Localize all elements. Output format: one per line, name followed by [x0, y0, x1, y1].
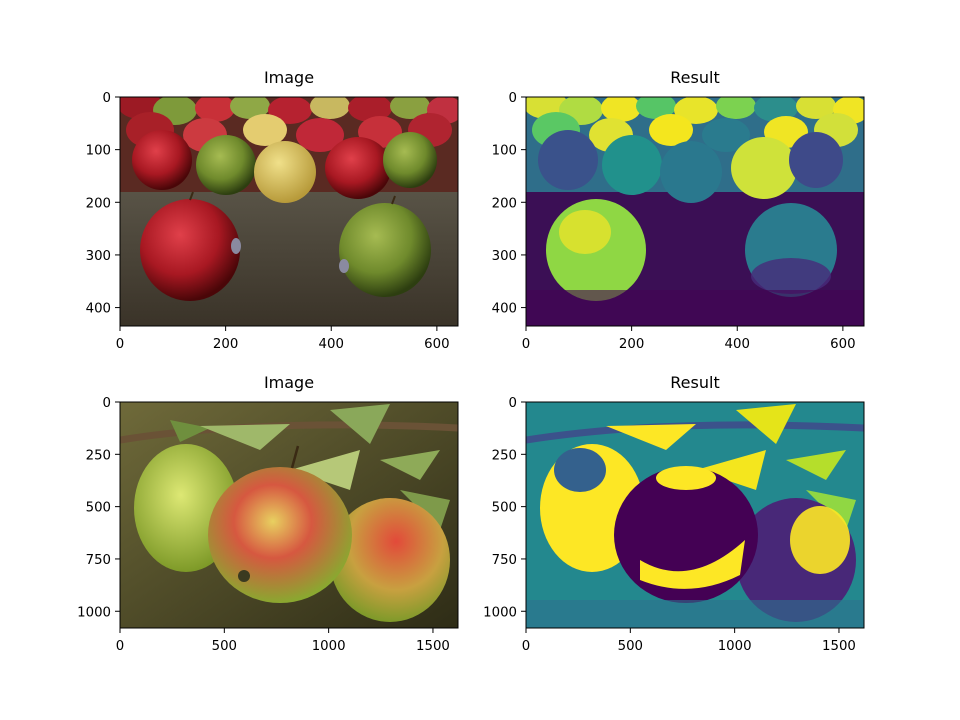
y-tick-label: 0	[509, 396, 517, 411]
x-tick-label: 0	[522, 639, 530, 654]
x-tick-label: 1000	[312, 639, 346, 654]
y-tick-label: 100	[86, 144, 111, 159]
y-tick-label: 300	[86, 249, 111, 264]
y-tick-label: 500	[492, 501, 517, 516]
x-tick-label: 0	[116, 639, 124, 654]
x-tick-label: 400	[319, 337, 344, 352]
x-tick-label: 600	[424, 337, 449, 352]
axes-frame	[525, 401, 865, 629]
axes-3: 0 500 1000 1500 0 250 500 750 1000 Image	[77, 373, 459, 654]
y-tick-label: 400	[86, 302, 111, 317]
x-tick-label: 600	[830, 337, 855, 352]
y-tick-label: 500	[86, 501, 111, 516]
axes-4: 0 500 1000 1500 0 250 500 750 1000 Result	[483, 373, 865, 654]
y-tick-label: 200	[492, 196, 517, 211]
image-panel-4	[526, 402, 864, 628]
y-tick-label: 250	[492, 448, 517, 463]
subplot-title: Result	[670, 373, 719, 392]
y-tick-label: 750	[86, 553, 111, 568]
y-tick-label: 0	[103, 91, 111, 106]
axes-2: 0 200 400 600 0 100 200 300 400 Result	[492, 68, 865, 352]
x-tick-label: 500	[212, 639, 237, 654]
x-tick-label: 200	[619, 337, 644, 352]
x-tick-label: 400	[725, 337, 750, 352]
axes-frame	[119, 96, 459, 327]
x-tick-label: 1500	[822, 639, 856, 654]
axes-frame	[525, 96, 865, 327]
image-panel-2	[526, 97, 864, 326]
y-tick-label: 1000	[77, 605, 111, 620]
y-tick-label: 200	[86, 196, 111, 211]
y-tick-label: 750	[492, 553, 517, 568]
x-tick-label: 1000	[718, 639, 752, 654]
x-tick-label: 500	[618, 639, 643, 654]
subplot-title: Image	[264, 68, 314, 87]
image-panel-1	[120, 97, 458, 326]
subplot-title: Result	[670, 68, 719, 87]
y-tick-label: 300	[492, 249, 517, 264]
axes-frame	[119, 401, 459, 629]
y-tick-label: 0	[509, 91, 517, 106]
y-tick-label: 250	[86, 448, 111, 463]
y-tick-label: 1000	[483, 605, 517, 620]
subplot-title: Image	[264, 373, 314, 392]
axes-1: 0 200 400 600 0 100 200 300 400 Image	[86, 68, 459, 352]
y-tick-label: 400	[492, 302, 517, 317]
x-tick-label: 0	[522, 337, 530, 352]
image-panel-3	[120, 402, 458, 628]
x-tick-label: 200	[213, 337, 238, 352]
y-tick-label: 0	[103, 396, 111, 411]
x-tick-label: 1500	[416, 639, 450, 654]
x-tick-label: 0	[116, 337, 124, 352]
y-tick-label: 100	[492, 144, 517, 159]
